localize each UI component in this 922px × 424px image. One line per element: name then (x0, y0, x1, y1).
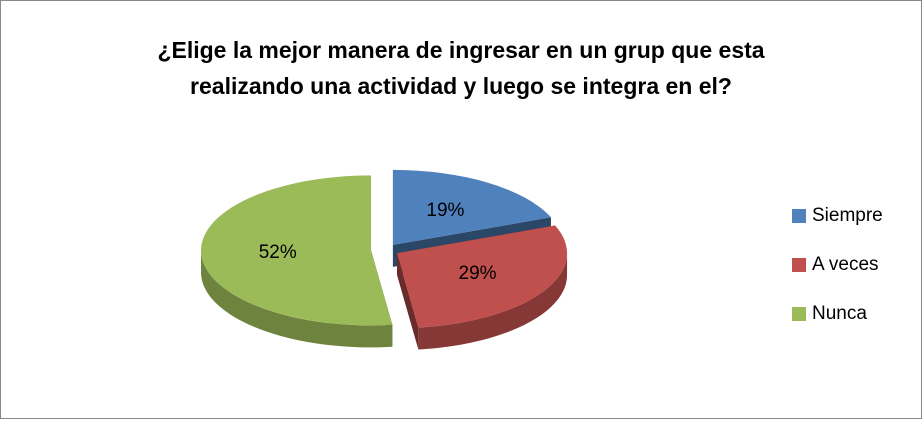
slice-face (201, 250, 393, 348)
data-label: 29% (459, 263, 497, 284)
slice-face (392, 169, 551, 245)
data-label: 52% (259, 242, 297, 263)
legend-label: Siempre (812, 205, 883, 226)
legend-swatch (792, 307, 806, 321)
legend-swatch (792, 258, 806, 272)
slice-face (201, 175, 393, 326)
slice-face (397, 225, 568, 328)
legend-label: A veces (812, 254, 879, 275)
legend-label: Nunca (812, 303, 867, 324)
chart-title: realizando una actividad y luego se inte… (190, 73, 732, 99)
chart-title: ¿Elige la mejor manera de ingresar en un… (157, 37, 764, 63)
pie-slice (201, 175, 393, 348)
pie-slice (397, 225, 568, 350)
slice-face (418, 253, 568, 350)
data-label: 19% (426, 200, 464, 221)
legend-swatch (792, 209, 806, 223)
slice-face (397, 253, 419, 350)
